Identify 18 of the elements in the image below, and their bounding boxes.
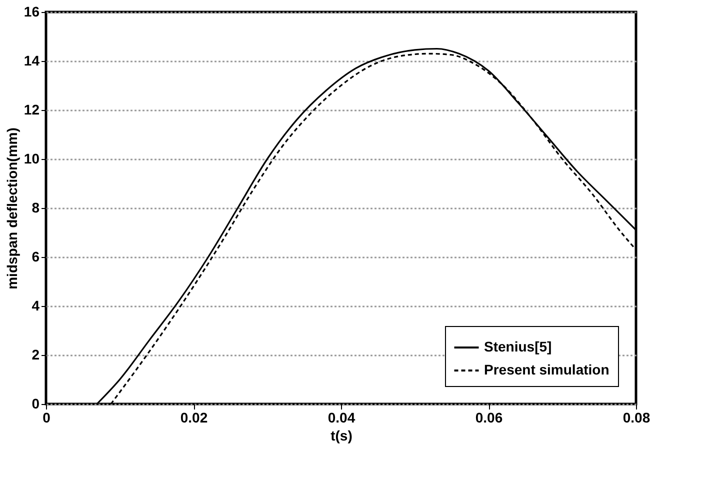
- x-tick-label: 0.02: [180, 410, 208, 426]
- x-tick-label: 0.08: [622, 410, 650, 426]
- y-tick-label: 8: [32, 200, 40, 216]
- y-tick-label: 12: [24, 102, 40, 118]
- x-tick-label: 0.06: [475, 410, 503, 426]
- y-tick-label: 16: [24, 4, 40, 20]
- y-tick-label: 14: [24, 52, 40, 68]
- y-tick-label: 2: [32, 346, 40, 362]
- legend-label: Present simulation: [484, 362, 610, 378]
- x-tick-label: 0.04: [328, 410, 356, 426]
- y-tick-label: 4: [32, 298, 40, 314]
- y-tick-label: 10: [24, 150, 40, 166]
- y-axis-title: midspan deflection(mm): [4, 128, 20, 290]
- x-axis-title: t(s): [330, 428, 352, 444]
- x-tick-label: 0: [42, 410, 51, 426]
- legend-label: Stenius[5]: [484, 338, 552, 354]
- y-tick-label: 0: [32, 396, 40, 412]
- y-tick-label: 6: [32, 248, 40, 264]
